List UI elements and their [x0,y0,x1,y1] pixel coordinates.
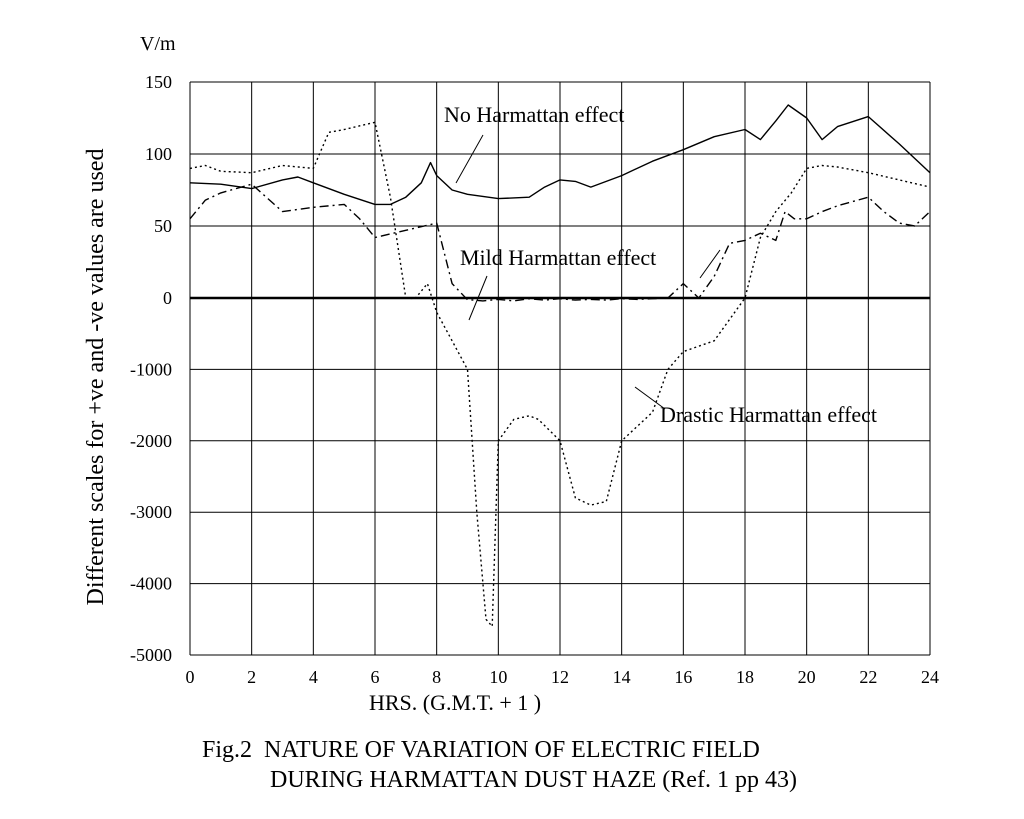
y-tick-label: 0 [163,288,172,308]
y-tick-labels: 150 100 50 0 -1000 -2000 -3000 -4000 -5000 [130,72,172,665]
y-tick-label: -2000 [130,431,172,451]
figure-caption-line-1: Fig.2 NATURE OF VARIATION OF ELECTRIC FI… [202,737,760,763]
series-annotation: Drastic Harmattan effect [660,402,877,427]
annotation-leaders [455,134,721,410]
series-annotations: No Harmattan effect Mild Harmattan effect… [444,102,877,427]
x-tick-label: 12 [551,667,569,687]
x-tick-label: 14 [613,667,631,687]
y-tick-label: 100 [145,144,172,164]
x-tick-label: 22 [859,667,877,687]
y-tick-label: -5000 [130,645,172,665]
y-tick-label: -3000 [130,502,172,522]
series-line [189,121,931,628]
x-tick-label: 16 [674,667,692,687]
x-tick-label: 4 [309,667,318,687]
x-axis-label: HRS. (G.M.T. + 1 ) [369,690,541,715]
annotation-leader-line [455,134,484,184]
x-tick-label: 2 [247,667,256,687]
series-annotation: Mild Harmattan effect [460,245,656,270]
x-tick-label: 10 [489,667,507,687]
y-tick-label: -1000 [130,359,172,379]
y-axis-label: Different scales for +ve and -ve values … [83,149,109,606]
y-tick-label: -4000 [130,574,172,594]
series-lines [189,104,931,628]
x-tick-labels: 0 2 4 6 8 10 12 14 16 18 20 22 24 [186,667,940,687]
x-tick-label: 8 [432,667,441,687]
x-tick-label: 20 [798,667,816,687]
series-line [189,183,931,302]
figure-caption-line-2: DURING HARMATTAN DUST HAZE (Ref. 1 pp 43… [270,767,797,793]
x-tick-label: 6 [371,667,380,687]
annotation-leader-line [699,249,721,279]
series-line [189,104,931,206]
annotation-leader-line [634,386,666,410]
x-tick-label: 0 [186,667,195,687]
series-annotation: No Harmattan effect [444,102,624,127]
annotation-leader-line [468,275,488,321]
x-tick-label: 18 [736,667,754,687]
unit-label: V/m [140,33,176,55]
plot-grid [189,81,931,656]
x-tick-label: 24 [921,667,939,687]
y-tick-label: 50 [154,216,172,236]
y-tick-label: 150 [145,72,172,92]
